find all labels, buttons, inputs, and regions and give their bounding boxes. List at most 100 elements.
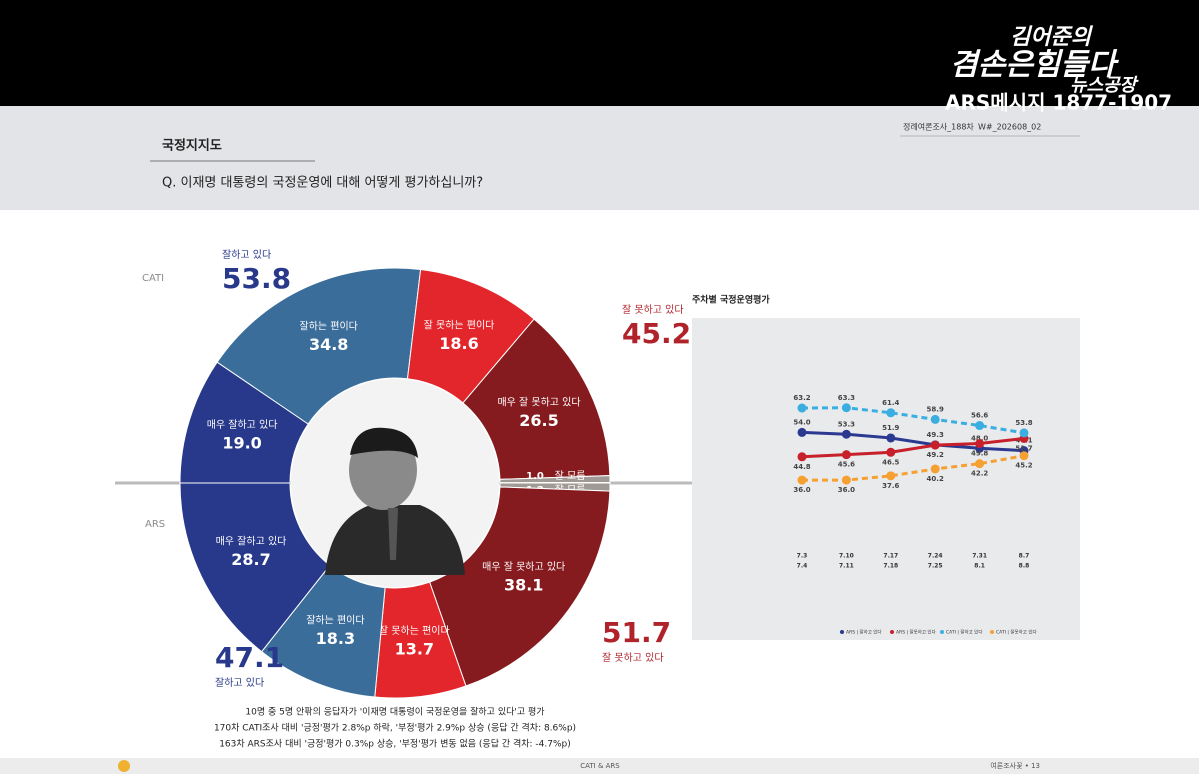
legend-label: ARS | 잘하고 있다 xyxy=(846,629,882,636)
broadcast-show: 겸손은힘들다 xyxy=(950,48,1119,83)
photo xyxy=(291,379,499,587)
survey-code: W#_202608_02 xyxy=(978,123,1041,132)
note: 170차 CATI조사 대비 '긍정'평가 2.8%p 하락, '부정'평가 2… xyxy=(214,722,576,734)
donut-group: CATI 매우 잘하고 있다 19.0 잘하는 편이다 34.8 잘 못하는 편이다 18.… xyxy=(142,248,691,699)
total-value: 45.2 xyxy=(622,317,691,350)
header-band xyxy=(0,106,1199,210)
segment-label: 잘 모름 xyxy=(555,470,586,482)
data-label: 44.8 xyxy=(793,463,810,471)
segment-label: 잘하는 편이다 xyxy=(300,319,358,332)
data-label: 36.0 xyxy=(793,486,810,494)
series-line xyxy=(801,437,1025,459)
legend-label: CATI | 잘하고 있다 xyxy=(946,629,983,636)
series-point xyxy=(841,450,851,460)
segment-value: 26.5 xyxy=(519,411,558,430)
series-point xyxy=(797,475,807,485)
x-tick-label: 7.31 xyxy=(972,553,987,560)
total-label: 잘 못하고 있다 xyxy=(602,651,664,664)
series-point xyxy=(841,475,851,485)
segment-value: 1.0 xyxy=(526,471,544,482)
segment-value: 34.8 xyxy=(309,335,348,354)
series-line xyxy=(801,406,1025,435)
total-value: 47.1 xyxy=(215,641,284,674)
segment-value: 28.7 xyxy=(231,550,270,569)
x-tick-label: 7.18 xyxy=(883,563,898,570)
data-label: 45.6 xyxy=(838,461,855,469)
series-point xyxy=(797,427,807,437)
line-chart-title: 주차별 국정운영평가 xyxy=(692,294,770,306)
series-point xyxy=(930,414,940,424)
legend-label: ARS | 잘못하고 있다 xyxy=(896,629,937,636)
data-label: 40.2 xyxy=(927,475,944,483)
legend-swatch xyxy=(890,630,894,634)
footer-band xyxy=(0,758,1199,774)
data-label: 37.6 xyxy=(882,482,899,490)
legend-swatch xyxy=(990,630,994,634)
series-point xyxy=(975,439,985,449)
legend-swatch xyxy=(940,630,944,634)
segment-value: 18.6 xyxy=(439,334,478,353)
segment-label: 매우 잘하고 있다 xyxy=(216,535,287,548)
survey-number: 정례여론조사_188차 xyxy=(903,122,974,132)
data-label: 53.8 xyxy=(1015,419,1032,427)
data-label: 49.3 xyxy=(927,431,944,439)
segment-label: 잘 못하는 편이다 xyxy=(379,624,450,637)
donut-segment xyxy=(428,486,611,687)
series-point xyxy=(886,471,896,481)
series-point xyxy=(1019,428,1029,438)
series-point xyxy=(841,403,851,413)
x-tick-label: 7.3 xyxy=(797,553,808,560)
note: 10명 중 5명 안팎의 응답자가 '이재명 대통령이 국정운영을 잘하고 있다… xyxy=(245,706,544,718)
total-value: 53.8 xyxy=(222,262,291,295)
total-value: 51.7 xyxy=(602,616,671,649)
x-tick-label: 7.4 xyxy=(797,563,808,570)
data-label: 58.9 xyxy=(927,405,944,413)
series-point xyxy=(930,440,940,450)
data-label: 54.0 xyxy=(793,418,810,426)
series-point xyxy=(886,447,896,457)
segment-value: 19.0 xyxy=(222,433,261,452)
series-point xyxy=(1019,451,1029,461)
data-label: 51.9 xyxy=(882,424,899,432)
footer-center: CATI & ARS xyxy=(580,762,620,770)
donut-segment xyxy=(216,267,422,425)
series-point xyxy=(886,408,896,418)
data-label: 42.2 xyxy=(971,470,988,478)
segment-value: 38.1 xyxy=(504,576,543,595)
total-label: 잘하고 있다 xyxy=(222,248,271,261)
series-point xyxy=(975,421,985,431)
x-tick-label: 8.1 xyxy=(974,563,985,570)
x-tick-label: 8.7 xyxy=(1019,553,1030,560)
broadcast-host: 김어준의 xyxy=(1010,25,1094,50)
data-label: 49.2 xyxy=(927,451,944,459)
photo-hair xyxy=(350,427,418,458)
segment-value: 18.3 xyxy=(316,629,355,648)
data-label: 63.3 xyxy=(838,394,855,402)
total-label: 잘 못하고 있다 xyxy=(622,303,684,316)
line-chart: 주차별 국정운영평가 7.3 7.4 7.10 7.11 7.17 7.18 7.24 7.25… xyxy=(692,294,1037,636)
segment-label: 매우 잘 못하고 있다 xyxy=(482,560,565,573)
series-point xyxy=(975,459,985,469)
segment-label: 매우 잘 못하고 있다 xyxy=(497,395,580,408)
broadcast-bar xyxy=(0,0,1199,106)
donut-segment xyxy=(179,482,331,653)
data-label: 46.5 xyxy=(882,458,899,466)
legend-swatch xyxy=(840,630,844,634)
total-label: 잘하고 있다 xyxy=(215,676,264,689)
data-label: 51.7 xyxy=(1015,444,1032,452)
data-label: 36.0 xyxy=(838,486,855,494)
series-point xyxy=(930,464,940,474)
segment-label: 잘하는 편이다 xyxy=(306,613,364,626)
series-point xyxy=(797,452,807,462)
segment-label: 매우 잘하고 있다 xyxy=(207,418,278,431)
data-label: 49.8 xyxy=(971,450,988,458)
line-plot-bg xyxy=(692,318,1080,640)
legend-label: CATI | 잘못하고 있다 xyxy=(996,629,1037,636)
x-tick-label: 8.8 xyxy=(1019,563,1030,570)
data-label: 48.0 xyxy=(971,434,988,442)
series-line xyxy=(802,454,1025,482)
series-point xyxy=(841,429,851,439)
data-label: 53.3 xyxy=(838,420,855,428)
